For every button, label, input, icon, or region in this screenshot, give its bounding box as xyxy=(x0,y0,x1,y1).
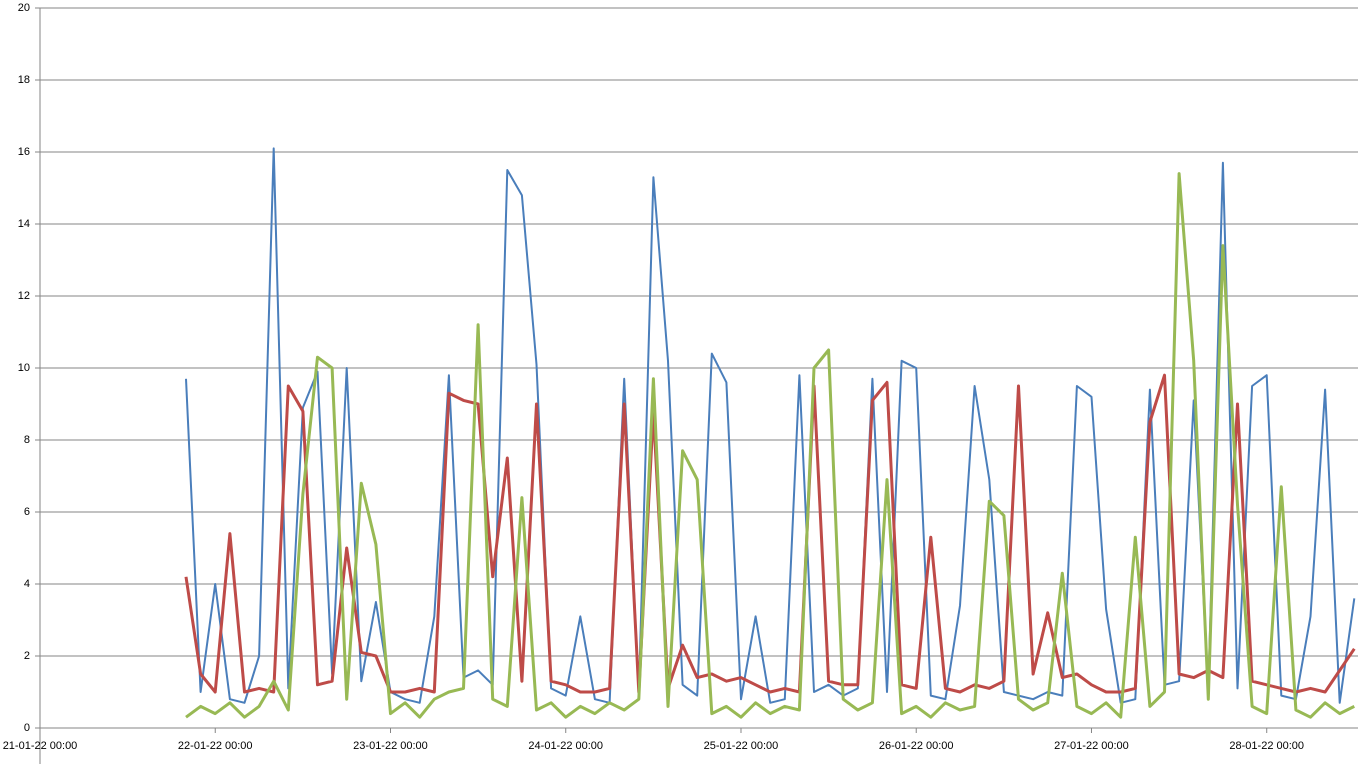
y-tick-label: 18 xyxy=(18,74,30,86)
x-tick-label: 23-01-22 00:00 xyxy=(353,740,428,752)
x-tick-label: 21-01-22 00:00 xyxy=(3,740,78,752)
x-tick-label: 22-01-22 00:00 xyxy=(178,740,253,752)
y-tick-label: 6 xyxy=(24,506,30,518)
y-tick-label: 12 xyxy=(18,290,30,302)
series-line xyxy=(185,172,1355,719)
y-tick-label: 14 xyxy=(18,218,30,230)
y-tick-label: 20 xyxy=(18,2,30,14)
y-tick-label: 4 xyxy=(24,578,30,590)
x-tick-label: 26-01-22 00:00 xyxy=(879,740,954,752)
series-line xyxy=(185,147,1356,704)
x-tick-label: 25-01-22 00:00 xyxy=(704,740,779,752)
x-tick-label: 24-01-22 00:00 xyxy=(528,740,603,752)
y-tick-label: 8 xyxy=(24,434,30,446)
y-tick-label: 16 xyxy=(18,146,30,158)
y-tick-label: 0 xyxy=(24,722,30,734)
x-tick-label: 28-01-22 00:00 xyxy=(1229,740,1304,752)
y-tick-label: 2 xyxy=(24,650,30,662)
x-tick-label: 27-01-22 00:00 xyxy=(1054,740,1129,752)
series-line xyxy=(184,373,1356,694)
y-tick-label: 10 xyxy=(18,362,30,374)
